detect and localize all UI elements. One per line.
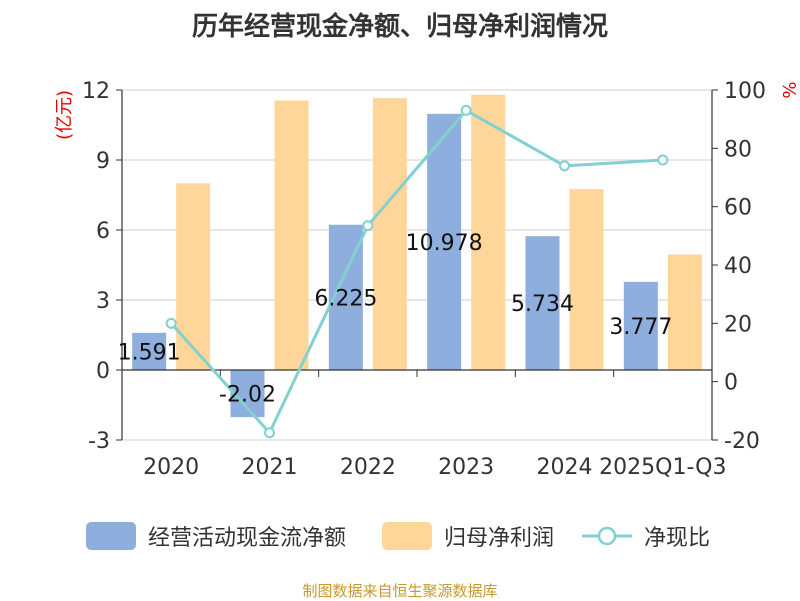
- chart-legend: 经营活动现金流净额 归母净利润 净现比: [0, 518, 800, 554]
- chart-plot: -3 0 3 6 9 12 -20 0 20 40 60 80 100 (亿元) % 2020 2021 2022…: [54, 79, 799, 480]
- point-ratio: [657, 154, 669, 166]
- y-right-tick-label: 100: [724, 79, 766, 104]
- legend-label-ratio: 净现比: [644, 526, 711, 551]
- y-right-tick-label: 0: [724, 371, 738, 396]
- point-ratio: [362, 220, 374, 232]
- data-label-cash: 3.777: [609, 315, 672, 340]
- x-tick-label: 2020: [143, 455, 199, 480]
- bar-profit: [471, 94, 506, 371]
- legend-label-profit: 归母净利润: [444, 526, 555, 551]
- x-tick-label: 2021: [242, 455, 298, 480]
- legend-item-ratio[interactable]: 净现比: [582, 518, 710, 554]
- y-left-tick-label: -3: [88, 429, 110, 454]
- y-right-tick-label: 40: [724, 254, 752, 279]
- data-label-cash: 1.591: [118, 340, 181, 365]
- point-ratio: [460, 104, 472, 116]
- y-right-tick-label: 80: [724, 137, 752, 162]
- data-label-cash: 10.978: [406, 231, 483, 256]
- bar-cash: [132, 332, 167, 370]
- legend-label-cash: 经营活动现金流净额: [148, 526, 347, 551]
- bar-profit: [176, 183, 211, 370]
- bar-profit: [274, 100, 309, 370]
- y-left-tick-label: 9: [96, 149, 110, 174]
- y-left-tick-label: 6: [96, 219, 110, 244]
- chart-title: 历年经营现金净额、归母净利润情况: [191, 12, 608, 42]
- x-tick-label: 2023: [438, 455, 494, 480]
- legend-swatch-ratio: [582, 526, 632, 546]
- bar-cash: [623, 281, 658, 370]
- point-ratio: [165, 317, 177, 329]
- point-ratio: [264, 427, 275, 439]
- bar-profit: [667, 254, 702, 370]
- bar-profit: [569, 189, 604, 370]
- y-right-axis-label: %: [778, 81, 799, 98]
- bar-cash: [427, 113, 462, 370]
- y-left-tick-label: 3: [96, 289, 110, 314]
- y-left-axis-label: (亿元): [54, 90, 75, 140]
- point-ratio: [559, 160, 570, 172]
- legend-swatch-cash: [86, 522, 136, 550]
- data-label-cash: 6.225: [314, 286, 377, 311]
- legend-item-cash[interactable]: 经营活动现金流净额: [86, 518, 346, 554]
- y-left-tick-label: 0: [96, 359, 110, 384]
- y-right-tick-label: 60: [724, 196, 752, 221]
- x-tick-label: 2024: [537, 455, 593, 480]
- x-tick-label: 2022: [340, 455, 396, 480]
- y-right-tick-label: 20: [724, 312, 752, 337]
- bar-cash: [525, 236, 560, 370]
- bar-profit: [372, 98, 407, 371]
- data-label-cash: -2.02: [219, 383, 276, 408]
- x-tick-label: 2025Q1-Q3: [599, 455, 726, 480]
- data-label-cash: 5.734: [511, 292, 574, 317]
- legend-item-profit[interactable]: 归母净利润: [382, 518, 554, 554]
- y-right-tick-label: -20: [724, 429, 760, 454]
- line-ratio: [170, 108, 663, 436]
- source-note: 制图数据来自恒生聚源数据库: [302, 582, 498, 600]
- legend-swatch-profit: [382, 522, 432, 550]
- y-left-tick-label: 12: [82, 79, 110, 104]
